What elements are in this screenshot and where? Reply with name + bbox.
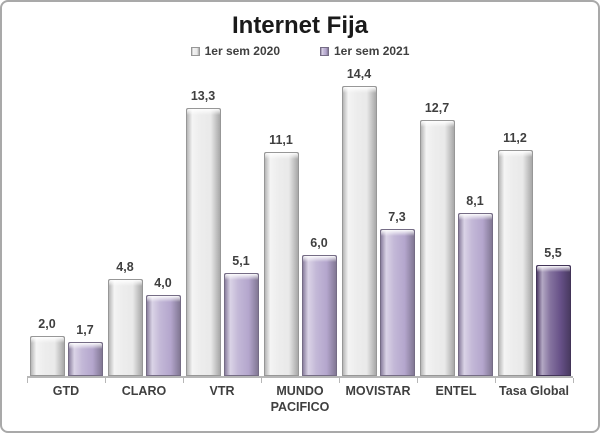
legend-item-2020: 1er sem 2020 (190, 44, 280, 58)
x-label-4: MOVISTAR (345, 384, 411, 398)
axis-tick-7 (573, 378, 574, 383)
bar-series0-cat1: 4,8 (107, 260, 143, 376)
bar-group-1: 4,8 4,0 (105, 260, 183, 376)
bar-series1-cat0: 1,7 (67, 323, 103, 376)
value-label-series0-cat6: 11,2 (503, 131, 527, 145)
bar-series1-cat1: 4,0 (145, 276, 181, 376)
value-label-series1-cat3: 6,0 (310, 236, 328, 250)
bar-series1-cat4: 7,3 (379, 210, 415, 376)
chart-title: Internet Fija (231, 12, 369, 39)
bar-series1-cat3: 6,0 (301, 236, 337, 376)
axis-tick-4 (339, 378, 340, 383)
legend-swatch-2020-icon (190, 46, 200, 56)
x-label-2: VTR (209, 384, 235, 398)
bar-group-0: 2,0 1,7 (27, 317, 105, 376)
axis-tick-6 (495, 378, 496, 383)
value-label-series0-cat2: 13,3 (190, 89, 216, 103)
bar-series1-cat2: 5,1 (223, 254, 259, 376)
x-axis-line (27, 376, 574, 383)
axis-tick-3 (261, 378, 262, 383)
bar-series1-cat5: 8,1 (457, 194, 493, 376)
bar-series0-cat3: 11,1 (263, 133, 299, 376)
plot-area: 2,0 1,7 4,8 4,0 13,3 5,1 11,1 6,0 14,4 7,3 12,7 8,1… (27, 67, 573, 376)
axis-tick-2 (183, 378, 184, 383)
axis-tick-5 (417, 378, 418, 383)
value-label-series0-cat3: 11,1 (269, 133, 293, 147)
value-label-series1-cat5: 8,1 (466, 194, 484, 208)
axis-tick-1 (105, 378, 106, 383)
x-label-6: Tasa Global (499, 384, 569, 398)
bar-group-4: 14,4 7,3 (339, 67, 417, 376)
value-label-series1-cat4: 7,3 (388, 210, 406, 224)
bar-series0-cat0: 2,0 (29, 317, 65, 376)
bar-group-2: 13,3 5,1 (183, 89, 261, 376)
value-label-series1-cat6: 5,5 (544, 246, 562, 260)
legend-swatch-2021-icon (320, 46, 329, 56)
bar-group-6: 11,2 5,5 (495, 131, 573, 376)
legend-label-2020: 1er sem 2020 (204, 44, 280, 58)
bar-series0-cat4: 14,4 (341, 67, 377, 376)
value-label-series0-cat1: 4,8 (116, 260, 134, 274)
value-label-series0-cat4: 14,4 (346, 67, 372, 81)
x-axis-labels: GTD CLARO VTR MUNDO PACIFICO MOVISTAR ENTEL Ta… (27, 384, 573, 415)
value-label-series1-cat1: 4,0 (154, 276, 172, 290)
legend-item-2021: 1er sem 2021 (320, 44, 409, 58)
x-label-1: CLARO (121, 384, 167, 398)
axis-tick-0 (27, 378, 28, 383)
legend-label-2021: 1er sem 2021 (334, 44, 410, 58)
x-label-0: GTD (52, 384, 80, 398)
bar-series0-cat2: 13,3 (185, 89, 221, 376)
x-label-3: MUNDO PACIFICO (270, 384, 330, 414)
value-label-series0-cat0: 2,0 (38, 317, 56, 331)
legend: 1er sem 2020 1er sem 2021 (2, 42, 598, 60)
value-label-series1-cat0: 1,7 (76, 323, 94, 337)
bar-series1-cat6: 5,5 (535, 246, 571, 376)
bar-series0-cat5: 12,7 (419, 101, 455, 376)
value-label-series1-cat2: 5,1 (232, 254, 250, 268)
bar-group-3: 11,1 6,0 (261, 133, 339, 376)
value-label-series0-cat5: 12,7 (424, 101, 450, 115)
x-label-5: ENTEL (435, 384, 477, 398)
bar-group-5: 12,7 8,1 (417, 101, 495, 376)
bar-series0-cat6: 11,2 (497, 131, 533, 376)
